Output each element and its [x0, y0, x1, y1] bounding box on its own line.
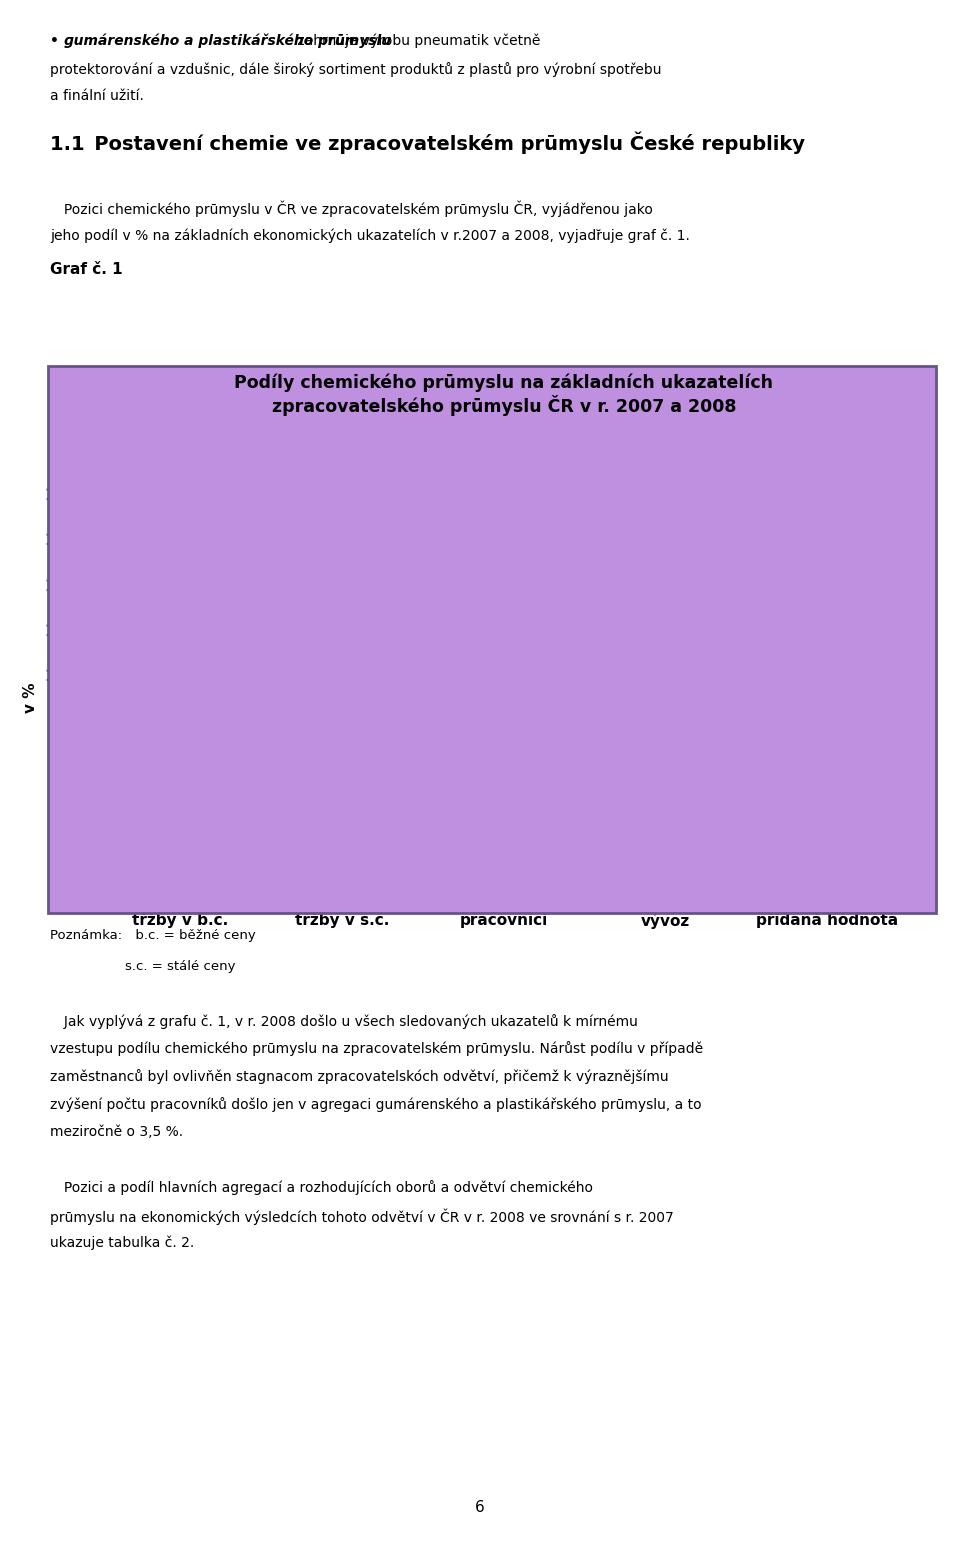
Text: 15,9: 15,9	[200, 705, 213, 738]
Text: Pozici chemického prūmyslu v ČR ve zpracovatelském prūmyslu ČR, vyjádřenou jako: Pozici chemického prūmyslu v ČR ve zprac…	[50, 201, 653, 218]
Bar	[828, 586, 879, 903]
Text: vzestupu podílu chemického prūmyslu na zpracovatelském prūmyslu. Nárůst podílu v: vzestupu podílu chemického prūmyslu na z…	[50, 1042, 703, 1057]
Bar	[614, 651, 665, 903]
Legend: rok 2007, rok 2008: rok 2007, rok 2008	[800, 501, 910, 554]
Text: Jak vyplývá z grafu č. 1, v r. 2008 došlo u všech sledovaných ukazatelů k mírném: Jak vyplývá z grafu č. 1, v r. 2008 došl…	[50, 1014, 637, 1029]
Text: 6: 6	[475, 1500, 485, 1515]
Text: 13,9: 13,9	[847, 728, 860, 761]
Text: 1.1 Postavení chemie ve zpracovatelském prūmyslu České republiky: 1.1 Postavení chemie ve zpracovatelském …	[50, 131, 804, 154]
Text: protektorování a vzdušnic, dále široký sortiment produktů z plastů pro výrobní s: protektorování a vzdušnic, dále široký s…	[50, 62, 661, 77]
Bar	[504, 653, 556, 903]
Text: meziročně o 3,5 %.: meziročně o 3,5 %.	[50, 1125, 183, 1139]
Text: jeho podíl v % na základních ekonomických ukazatelích v r.2007 a 2008, vyjadr̆uj: jeho podíl v % na základních ekonomickýc…	[50, 228, 690, 242]
Text: 15,1: 15,1	[362, 714, 374, 747]
Text: Poznámka: b.c. = běžné ceny: Poznámka: b.c. = běžné ceny	[50, 929, 255, 941]
Text: 15,0: 15,0	[148, 716, 161, 748]
Bar	[291, 569, 343, 903]
Text: 13,7: 13,7	[795, 731, 808, 764]
Text: Graf č. 1: Graf č. 1	[50, 262, 123, 278]
Bar	[180, 542, 232, 903]
Text: s.c. = stálé ceny: s.c. = stálé ceny	[125, 960, 235, 972]
Text: Podíly chemického prūmyslu na základních ukazatelích
zpracovatelského prūmyslu Č: Podíly chemického prūmyslu na základních…	[234, 373, 774, 417]
Text: 11,1: 11,1	[634, 761, 646, 793]
Text: 11,7: 11,7	[685, 753, 698, 785]
Bar	[343, 560, 394, 903]
Bar	[776, 591, 828, 903]
Text: ukazuje tabulka č. 2.: ukazuje tabulka č. 2.	[50, 1236, 194, 1250]
Text: • ɡumárenského a plastikářského prūmyslu: • ɡumárenského a plastikářského prūmyslu	[50, 34, 391, 48]
Text: a finální užití.: a finální užití.	[50, 89, 144, 103]
Bar	[452, 657, 504, 903]
Y-axis label: v %: v %	[23, 684, 38, 713]
Text: zvýšení počtu pracovníků došlo jen v agregaci gumárenského a plastikářského prūm: zvýšení počtu pracovníků došlo jen v agr…	[50, 1097, 702, 1113]
Text: 10,8: 10,8	[471, 764, 485, 796]
Text: prūmyslu na ekonomických výsledcích tohoto odvětví v ČR v r. 2008 ve srovnání s : prūmyslu na ekonomických výsledcích toho…	[50, 1208, 674, 1225]
Text: zahrnuje výrobu pneumatik včetně: zahrnuje výrobu pneumatik včetně	[61, 34, 540, 48]
Text: 14,7: 14,7	[310, 719, 323, 751]
Bar	[129, 562, 180, 903]
Bar	[665, 637, 717, 903]
Text: zaměstnanců byl ovlivňěn stagnacom zpracovatelskóch odvětví, přičemž k výrazněj: zaměstnanců byl ovlivňěn stagnacom zprac…	[50, 1069, 668, 1085]
Text: Pozici a podíl hlavních agregací a rozhodujících oborů a odvětví chemického: Pozici a podíl hlavních agregací a rozho…	[50, 1180, 593, 1196]
Text: 11,0: 11,0	[523, 761, 537, 795]
